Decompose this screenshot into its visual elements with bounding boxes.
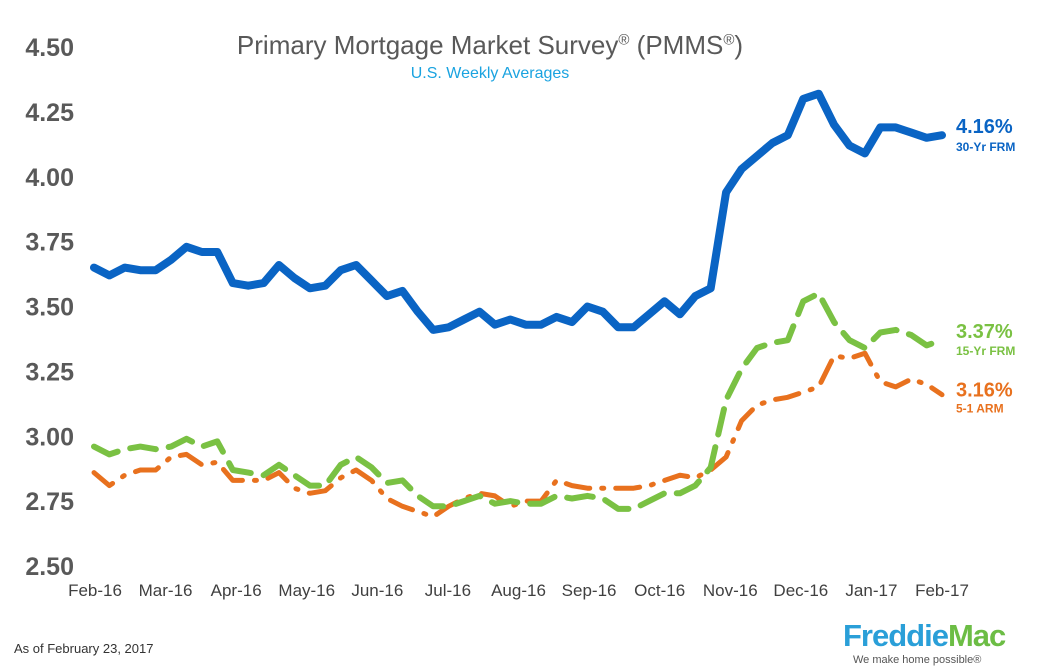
y-tick-label: 3.50 (25, 294, 74, 322)
x-axis: Feb-16 Mar-16 Apr-16 May-16 Jun-16 Jul-16 Aug-… (68, 581, 969, 600)
y-tick-label: 3.00 (25, 423, 74, 451)
as-of-date: As of February 23, 2017 (14, 641, 154, 656)
series-name-label: 15-Yr FRM (956, 344, 1015, 358)
series-end-value: 3.37% (956, 321, 1013, 343)
x-tick-label: Jun-16 (351, 581, 403, 600)
x-tick-label: Jan-17 (845, 581, 897, 600)
x-tick-label: Feb-16 (68, 581, 122, 600)
logo-freddie: Freddie (843, 618, 949, 653)
x-tick-label: Mar-16 (139, 581, 193, 600)
y-axis: 4.50 4.25 4.00 3.75 3.50 3.25 3.00 2.75 2.50 (25, 34, 74, 581)
series-end-value: 4.16% (956, 116, 1013, 138)
series-line-5-1-arm (91, 350, 945, 520)
y-tick-label: 4.00 (25, 164, 74, 192)
series-name-label: 5-1 ARM (956, 402, 1004, 416)
x-tick-label: Sep-16 (562, 581, 617, 600)
x-tick-label: Jul-16 (425, 581, 471, 600)
logo-tagline: We make home possible® (853, 654, 982, 666)
y-tick-label: 4.50 (25, 34, 74, 62)
series-layer (90, 89, 946, 520)
y-tick-label: 3.75 (25, 229, 74, 257)
series-end-labels: 4.16% 30-Yr FRM 3.37%15-Yr FRM 3.16%5-1 ARM (956, 116, 1015, 416)
logo-mac: Mac (947, 618, 1006, 653)
x-tick-label: Nov-16 (703, 581, 758, 600)
y-tick-label: 2.75 (25, 488, 74, 516)
y-tick-label: 2.50 (25, 553, 74, 581)
series-name-label: 30-Yr FRM (956, 140, 1015, 154)
x-tick-label: Apr-16 (211, 581, 262, 600)
title-main: Primary Mortgage Market Survey (236, 30, 619, 60)
y-tick-label: 4.25 (25, 99, 74, 127)
logo-wordmark: FreddieMac (843, 620, 1023, 652)
registered-mark: ® (618, 31, 630, 49)
series-line-30-yr-frm (90, 89, 946, 334)
series-end-value: 3.16% (956, 380, 1013, 402)
registered-mark: ® (723, 31, 735, 49)
freddie-mac-logo: FreddieMac We make home possible® (843, 620, 1023, 667)
title-paren-close: ) (734, 30, 744, 60)
x-tick-label: May-16 (278, 581, 335, 600)
x-tick-label: Dec-16 (773, 581, 828, 600)
series-line-15-yr-frm (91, 290, 945, 512)
title-paren-open: (PMMS (629, 30, 724, 60)
x-tick-label: Aug-16 (491, 581, 546, 600)
x-tick-label: Oct-16 (634, 581, 685, 600)
x-tick-label: Feb-17 (915, 581, 969, 600)
chart-title: Primary Mortgage Market Survey® (PMMS®) (190, 30, 790, 61)
y-tick-label: 3.25 (25, 358, 74, 386)
chart-subtitle: U.S. Weekly Averages (410, 65, 570, 82)
